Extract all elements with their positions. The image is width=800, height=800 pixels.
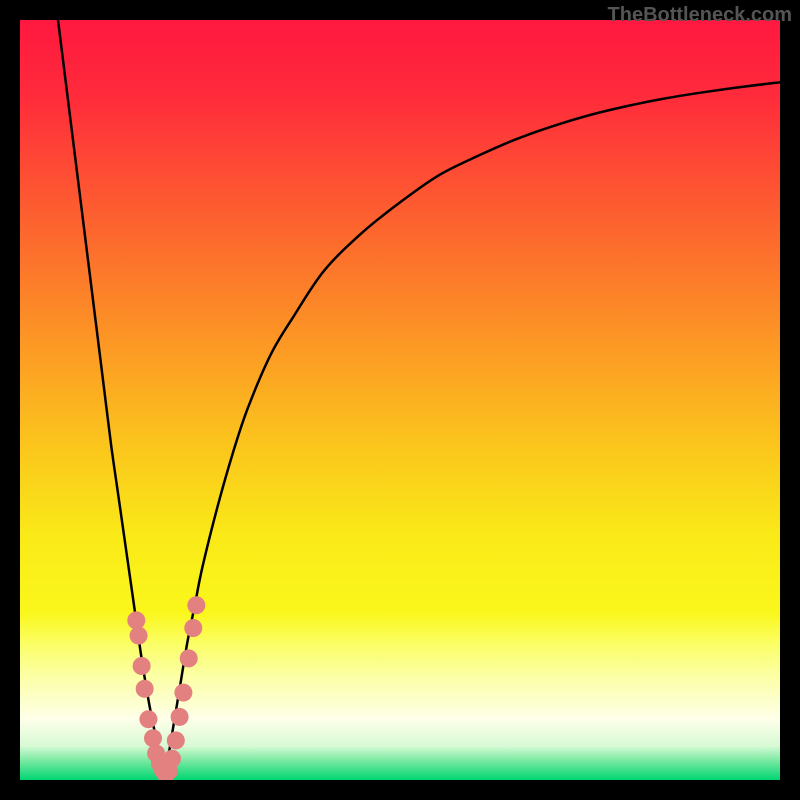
data-point bbox=[174, 684, 192, 702]
data-point bbox=[133, 657, 151, 675]
data-point bbox=[139, 710, 157, 728]
watermark-text: TheBottleneck.com bbox=[608, 4, 792, 27]
data-point bbox=[180, 649, 198, 667]
data-point bbox=[127, 611, 145, 629]
data-point bbox=[187, 596, 205, 614]
data-point bbox=[184, 619, 202, 637]
data-point bbox=[130, 627, 148, 645]
data-point bbox=[167, 731, 185, 749]
bottleneck-chart: TheBottleneck.com bbox=[0, 0, 800, 800]
data-point bbox=[144, 729, 162, 747]
chart-canvas bbox=[0, 0, 800, 800]
data-point bbox=[163, 750, 181, 768]
data-point bbox=[171, 708, 189, 726]
data-point bbox=[136, 680, 154, 698]
